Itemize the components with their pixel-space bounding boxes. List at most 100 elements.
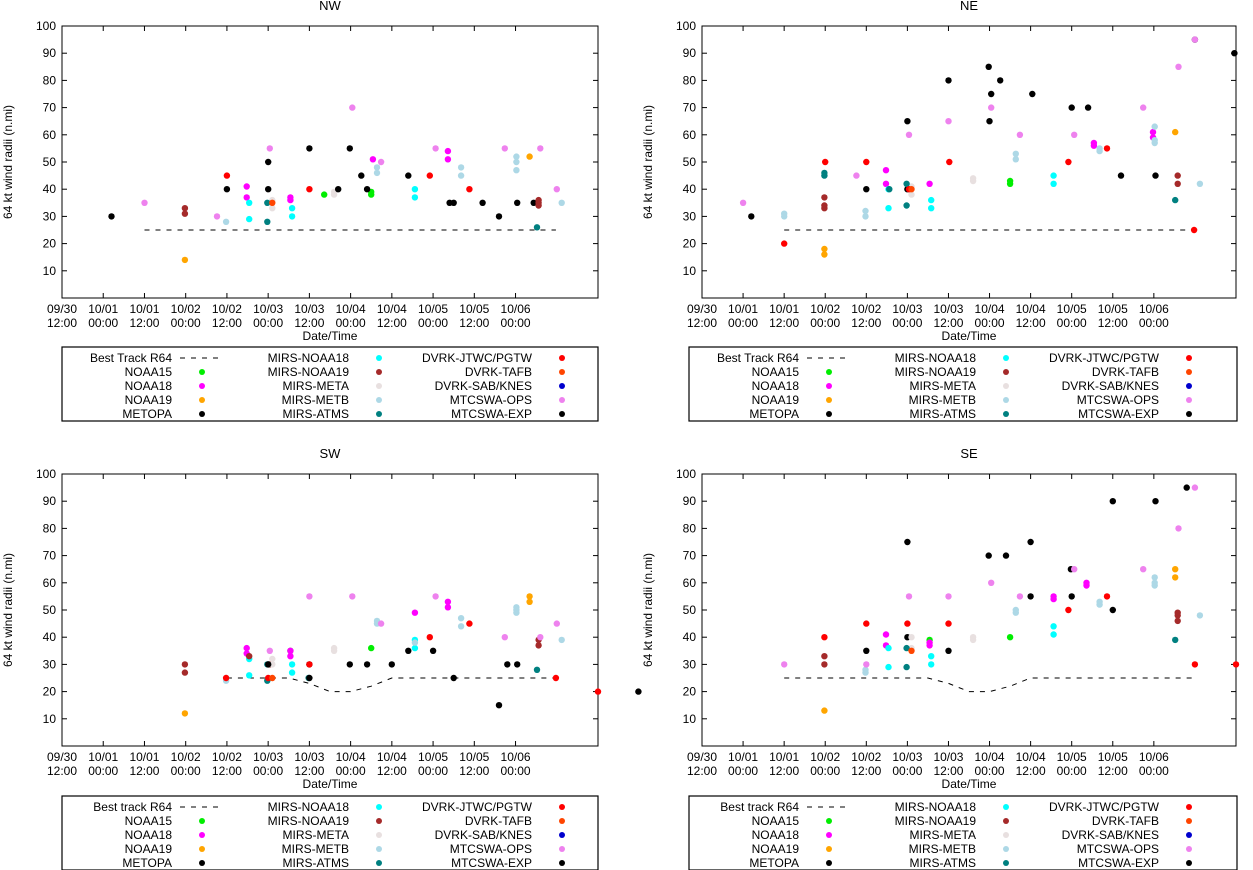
point-dvrk-tafb [908,647,915,654]
x-tick-label: 10/06 [501,302,531,316]
legend-marker [1003,804,1009,810]
point-mirs-atms [264,218,271,225]
x-tick-label: 00:00 [501,316,531,330]
point-mirs-atms [903,663,910,671]
legend-marker [1186,411,1192,417]
x-tick-label: 00:00 [418,316,448,330]
point-mirs-noaa18 [246,215,253,223]
x-tick-label: 10/04 [975,302,1005,316]
legend-label: DVRK-JTWC/PGTW [1049,800,1160,814]
point-noaa19 [1172,574,1179,581]
y-tick-label: 90 [43,46,57,60]
point-noaa18 [1050,595,1057,603]
point-mirs-noaa18 [1050,631,1057,638]
y-tick-label: 70 [683,101,697,115]
point-mirs-noaa18 [246,199,253,206]
point-mirs-meta [330,644,338,652]
legend-marker [559,804,565,810]
legend-label: NOAA19 [125,393,173,407]
point-mirs-noaa19 [246,653,253,660]
y-tick-label: 20 [43,237,57,251]
legend-marker [826,383,832,389]
point-mtcswa-ops [863,661,870,668]
legend-label: MTCSWA-EXP [1078,856,1159,870]
point-mirs-atms [533,666,541,673]
legend-marker [199,860,205,866]
point-metopa [495,702,503,709]
x-tick-label: 10/03 [253,302,283,316]
x-tick-label: 00:00 [975,316,1005,330]
point-noaa18 [243,644,250,652]
y-tick-label: 100 [36,467,56,481]
point-mtcswa-exp [388,661,395,668]
chart-title: SE [960,446,978,461]
point-mirs-noaa19 [821,661,828,668]
x-tick-label: 12:00 [129,764,159,778]
x-tick-label: 10/01 [728,750,758,764]
point-mirs-noaa19 [181,669,189,676]
point-noaa18 [369,156,377,163]
point-mirs-metb [1151,582,1158,589]
x-tick-label: 10/05 [418,302,448,316]
point-mtcswa-ops [432,593,439,600]
point-dvrk-jtwc-pgtw [904,620,911,627]
point-noaa15 [1006,177,1014,185]
point-mtcswa-ops [349,104,356,111]
point-dvrk-jtwc-pgtw [466,186,473,193]
point-dvrk-jtwc-pgtw [594,688,602,695]
x-tick-label: 12:00 [933,764,963,778]
y-tick-label: 60 [43,128,57,142]
legend-marker [376,355,382,361]
x-tick-label: 12:00 [851,764,881,778]
x-tick-label: 10/02 [171,750,201,764]
point-mirs-noaa19 [1174,617,1181,625]
x-tick-label: 10/03 [294,302,324,316]
point-mirs-metb [1012,609,1019,616]
point-mtcswa-exp [479,199,486,206]
point-mtcswa-exp [1027,593,1034,600]
legend-label: Best Track R64 [717,351,799,365]
legend-box [61,795,599,870]
x-tick-label: 12:00 [459,764,489,778]
legend-marker [1186,818,1192,824]
point-mtcswa-ops [905,593,913,600]
x-tick-label: 10/03 [294,750,324,764]
point-mirs-metb [1151,574,1158,581]
legend-label: NOAA15 [752,365,800,379]
point-mtcswa-exp [306,674,313,682]
point-mirs-noaa18 [885,205,892,212]
x-tick-label: 12:00 [377,764,407,778]
legend-marker [199,846,205,852]
point-noaa18 [1090,139,1098,147]
x-tick-label: 00:00 [1057,764,1087,778]
point-mtcswa-ops [377,158,385,166]
y-tick-label: 60 [43,576,57,590]
point-metopa [265,158,272,166]
point-noaa19 [526,593,533,600]
y-tick-label: 100 [36,19,56,33]
legend-marker [376,832,382,838]
point-mtcswa-ops [501,145,508,152]
point-mtcswa-exp [429,647,437,654]
point-mtcswa-ops [988,579,995,586]
legend-label: MTCSWA-EXP [1078,407,1159,421]
legend-label: METOPA [122,856,172,870]
x-tick-label: 00:00 [418,764,448,778]
point-dvrk-jtwc-pgtw [426,634,433,641]
point-dvrk-tafb [269,674,276,682]
x-tick-label: 12:00 [377,316,407,330]
point-noaa18 [1083,582,1090,589]
y-tick-label: 70 [683,549,697,563]
y-tick-label: 40 [43,182,57,196]
x-tick-label: 10/01 [728,302,758,316]
point-dvrk-jtwc-pgtw [222,674,230,682]
legend-label: METOPA [122,407,172,421]
point-noaa19 [821,245,828,253]
x-tick-label: 10/05 [1098,750,1128,764]
point-mirs-noaa18 [885,644,892,652]
point-mirs-metb [457,623,465,630]
legend-box [688,795,1238,870]
point-dvrk-tafb [269,199,276,206]
point-metopa [514,661,521,668]
legend-marker [559,397,565,403]
